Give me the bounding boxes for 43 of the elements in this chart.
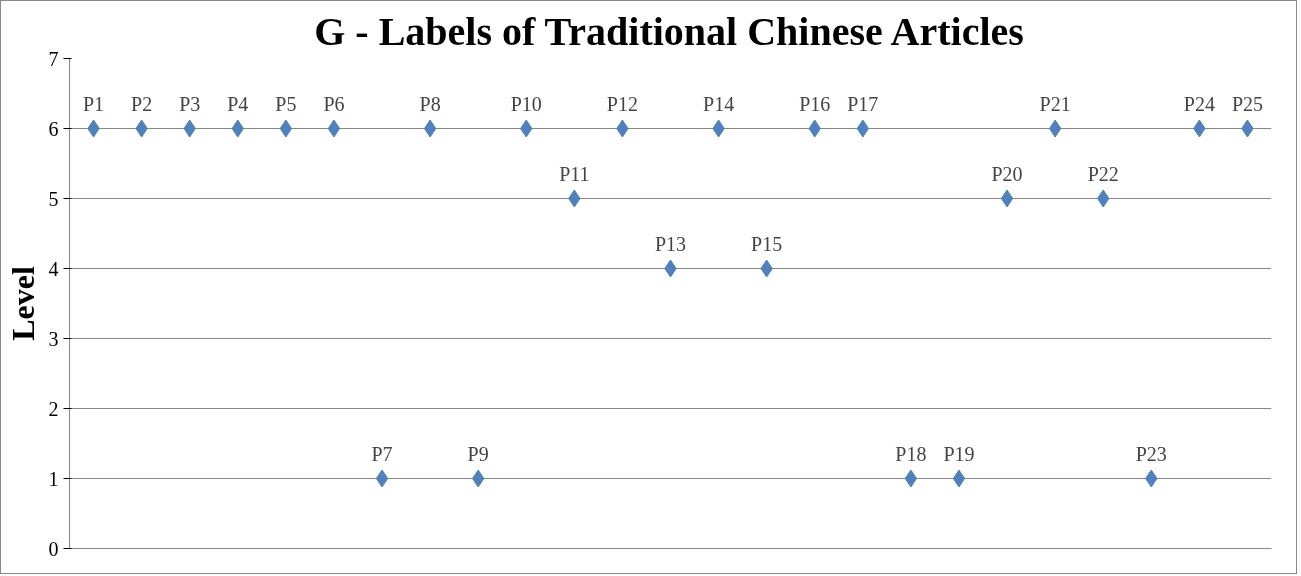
- data-label: P7: [371, 442, 393, 465]
- data-label: P8: [419, 92, 441, 115]
- data-label: P4: [227, 92, 249, 115]
- data-label: P23: [1135, 442, 1167, 465]
- data-label: P19: [943, 442, 975, 465]
- y-tick-label: 7: [48, 47, 59, 70]
- data-label: P2: [131, 92, 153, 115]
- y-tick-label: 2: [48, 397, 59, 420]
- data-label: P14: [703, 92, 735, 115]
- y-axis-title: Level: [4, 266, 41, 341]
- data-label: P3: [179, 92, 201, 115]
- point: [1048, 119, 1062, 138]
- data-label: P12: [606, 92, 638, 115]
- data-label: P18: [895, 442, 927, 465]
- data-label: P11: [559, 162, 590, 185]
- data-label: P10: [510, 92, 542, 115]
- data-label: P17: [847, 92, 879, 115]
- data-label: P25: [1231, 92, 1264, 115]
- data-label: P22: [1087, 162, 1119, 185]
- point: [952, 469, 966, 488]
- point: [423, 119, 437, 138]
- y-tick-label: 0: [48, 537, 59, 560]
- data-label: P9: [467, 442, 489, 465]
- data-label: P21: [1039, 92, 1071, 115]
- point: [279, 119, 293, 138]
- data-label: P1: [82, 92, 105, 115]
- data-label: P15: [751, 232, 783, 255]
- data-label: P13: [654, 232, 687, 255]
- point: [1000, 189, 1014, 208]
- y-tick-label: 6: [48, 117, 59, 140]
- point: [375, 469, 389, 488]
- y-tick-label: 5: [48, 187, 59, 210]
- y-tick-label: 3: [48, 327, 59, 350]
- data-label: P20: [991, 162, 1023, 185]
- y-tick-label: 1: [48, 467, 59, 490]
- data-label: P6: [323, 92, 345, 115]
- y-tick-label: 4: [48, 257, 59, 280]
- data-label: P16: [799, 92, 831, 115]
- data-label: P5: [275, 92, 297, 115]
- data-label: P24: [1183, 92, 1215, 115]
- point: [327, 119, 341, 138]
- point: [904, 469, 918, 488]
- chart-title: G - Labels of Traditional Chinese Articles: [314, 8, 1024, 54]
